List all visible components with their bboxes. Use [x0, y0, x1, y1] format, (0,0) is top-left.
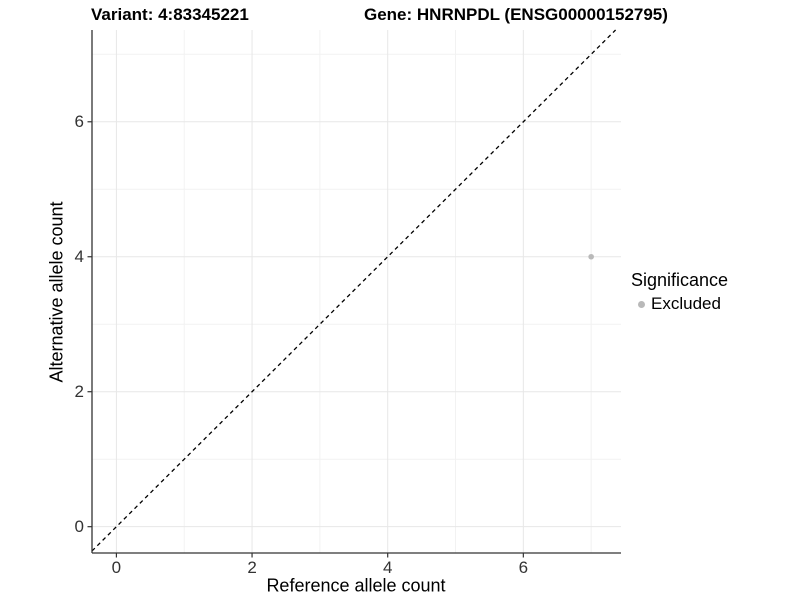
plot-title-variant: Variant: 4:83345221 — [91, 5, 249, 24]
x-tick-label: 6 — [518, 558, 529, 577]
legend-title: Significance — [631, 270, 729, 290]
legend-entries: Excluded — [631, 294, 728, 314]
y-tick-label: 6 — [74, 111, 84, 131]
x-tick-label: 4 — [382, 558, 393, 577]
identity-reference-line — [91, 29, 617, 552]
legend: Significance Excluded — [631, 270, 728, 314]
y-tick-label: 4 — [74, 246, 84, 266]
y-tick-label: 2 — [74, 381, 84, 401]
legend-entry: Excluded — [631, 294, 728, 314]
legend-point-icon — [638, 300, 645, 308]
plot-title-gene: Gene: HNRNPDL (ENSG00000152795) — [364, 5, 668, 24]
x-axis-title: Reference allele count — [266, 575, 446, 596]
x-tick-label: 0 — [111, 558, 122, 577]
y-axis-title: Alternative allele count — [46, 201, 67, 383]
data-point — [588, 253, 594, 260]
x-tick-label: 2 — [247, 558, 257, 577]
legend-entry-label: Excluded — [651, 294, 721, 313]
y-tick-label: 0 — [74, 516, 84, 536]
